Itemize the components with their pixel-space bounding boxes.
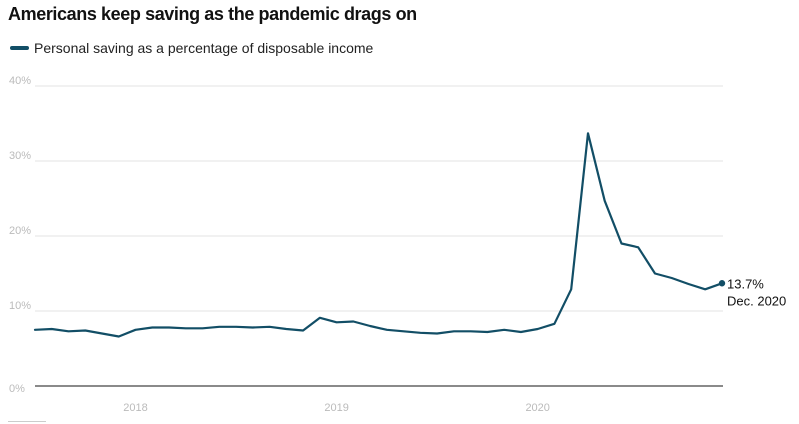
y-tick-label: 30%	[9, 150, 31, 162]
series-layer	[33, 132, 726, 338]
y-tick-label: 10%	[9, 300, 31, 312]
end-date-label: Dec. 2020	[727, 293, 786, 308]
y-axis-tick-labels: 0% 10% 20% 30% 40%	[9, 75, 31, 395]
footer-divider	[8, 421, 46, 422]
x-axis-tick-labels: 2018 2019 2020	[123, 402, 550, 414]
y-tick-label: 20%	[9, 225, 31, 237]
y-tick-label: 40%	[9, 75, 31, 87]
x-tick-label: 2019	[324, 402, 348, 414]
end-annotation: 13.7% Dec. 2020	[727, 276, 786, 308]
gridlines	[35, 85, 723, 387]
end-point-marker	[718, 280, 726, 287]
x-tick-label: 2018	[123, 402, 147, 414]
legend-swatch	[10, 46, 29, 50]
chart-title: Americans keep saving as the pandemic dr…	[8, 4, 417, 24]
end-value-label: 13.7%	[727, 276, 764, 291]
legend: Personal saving as a percentage of dispo…	[10, 40, 373, 56]
y-tick-label: 0%	[9, 383, 25, 395]
x-tick-label: 2020	[525, 402, 549, 414]
series-line	[33, 132, 724, 338]
legend-label: Personal saving as a percentage of dispo…	[34, 40, 374, 56]
